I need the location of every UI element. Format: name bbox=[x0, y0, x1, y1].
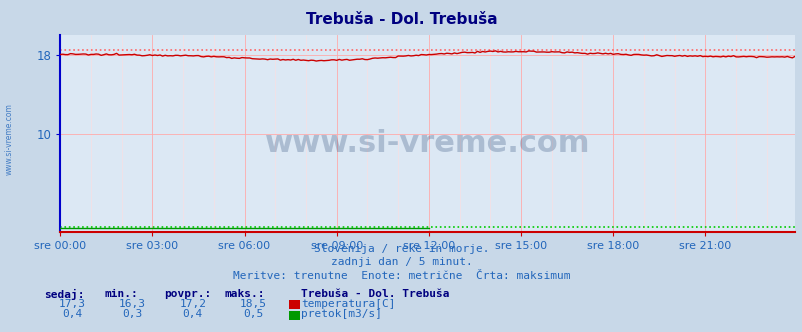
Text: 0,4: 0,4 bbox=[62, 309, 83, 319]
Text: www.si-vreme.com: www.si-vreme.com bbox=[5, 104, 14, 175]
Text: min.:: min.: bbox=[104, 289, 138, 299]
Text: 18,5: 18,5 bbox=[239, 299, 266, 309]
Text: 17,3: 17,3 bbox=[59, 299, 86, 309]
Text: povpr.:: povpr.: bbox=[164, 289, 212, 299]
Text: Trebuša - Dol. Trebuša: Trebuša - Dol. Trebuša bbox=[301, 289, 449, 299]
Text: zadnji dan / 5 minut.: zadnji dan / 5 minut. bbox=[330, 257, 472, 267]
Text: sedaj:: sedaj: bbox=[44, 289, 84, 300]
Text: Slovenija / reke in morje.: Slovenija / reke in morje. bbox=[314, 244, 488, 254]
Text: 16,3: 16,3 bbox=[119, 299, 146, 309]
Text: 0,5: 0,5 bbox=[242, 309, 263, 319]
Text: Meritve: trenutne  Enote: metrične  Črta: maksimum: Meritve: trenutne Enote: metrične Črta: … bbox=[233, 271, 569, 281]
Text: maks.:: maks.: bbox=[225, 289, 265, 299]
Text: pretok[m3/s]: pretok[m3/s] bbox=[301, 309, 382, 319]
Text: www.si-vreme.com: www.si-vreme.com bbox=[265, 129, 589, 158]
Text: Trebuša - Dol. Trebuša: Trebuša - Dol. Trebuša bbox=[306, 12, 496, 27]
Text: 0,4: 0,4 bbox=[182, 309, 203, 319]
Text: temperatura[C]: temperatura[C] bbox=[301, 299, 395, 309]
Text: 0,3: 0,3 bbox=[122, 309, 143, 319]
Text: 17,2: 17,2 bbox=[179, 299, 206, 309]
